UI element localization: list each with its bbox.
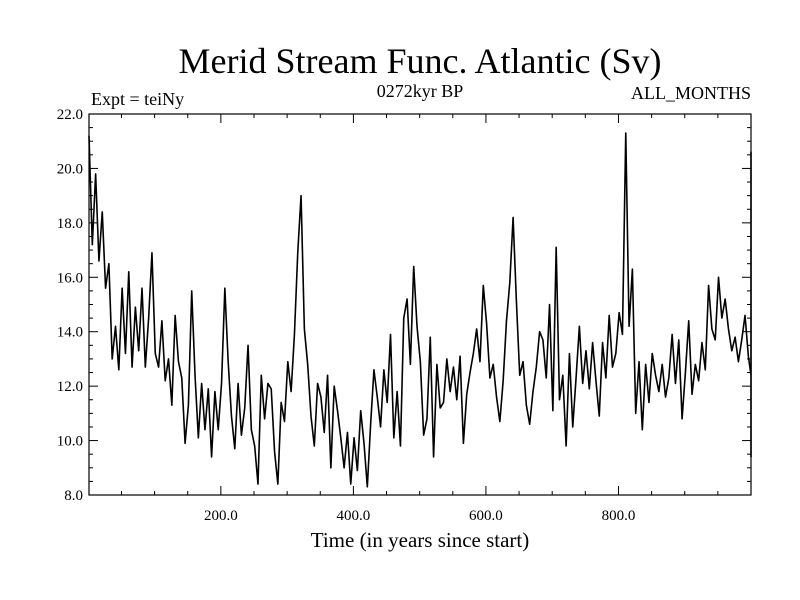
y-tick-label: 8.0 [64,488,83,504]
y-tick-label: 14.0 [57,325,83,341]
axis-ticks [89,113,751,496]
experiment-label: Expt = teiNy [91,89,184,109]
y-tick-label: 10.0 [57,434,83,450]
plot-frame [88,113,752,496]
period-label: 0272kyr BP [377,81,464,101]
y-tick-label: 20.0 [57,161,83,177]
series-group [88,132,752,488]
tick-labels: 8.0 10.0 12.0 14.0 16.0 18.0 20.0 22.0 200.0 400.… [57,107,636,524]
y-tick-label: 18.0 [57,216,83,232]
y-tick-label: 22.0 [57,107,83,123]
y-tick-label: 12.0 [57,379,83,395]
x-tick-label: 600.0 [469,508,503,524]
chart-title: Merid Stream Func. Atlantic (Sv) [179,41,662,81]
x-tick-label: 800.0 [602,508,636,524]
x-axis-label: Time (in years since start) [311,528,530,552]
x-tick-label: 200.0 [204,508,238,524]
months-label: ALL_MONTHS [631,83,751,103]
y-tick-label: 16.0 [57,270,83,286]
series-line [88,132,752,488]
x-tick-label: 400.0 [337,508,371,524]
